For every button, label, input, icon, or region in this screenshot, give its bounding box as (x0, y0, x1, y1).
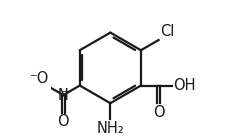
Text: +: + (62, 87, 71, 97)
Text: O: O (153, 105, 164, 120)
Text: OH: OH (173, 78, 195, 93)
Text: Cl: Cl (160, 24, 174, 39)
Text: ⁻O: ⁻O (29, 71, 49, 86)
Text: O: O (58, 114, 69, 129)
Text: NH₂: NH₂ (96, 121, 124, 136)
Text: N: N (58, 88, 69, 103)
